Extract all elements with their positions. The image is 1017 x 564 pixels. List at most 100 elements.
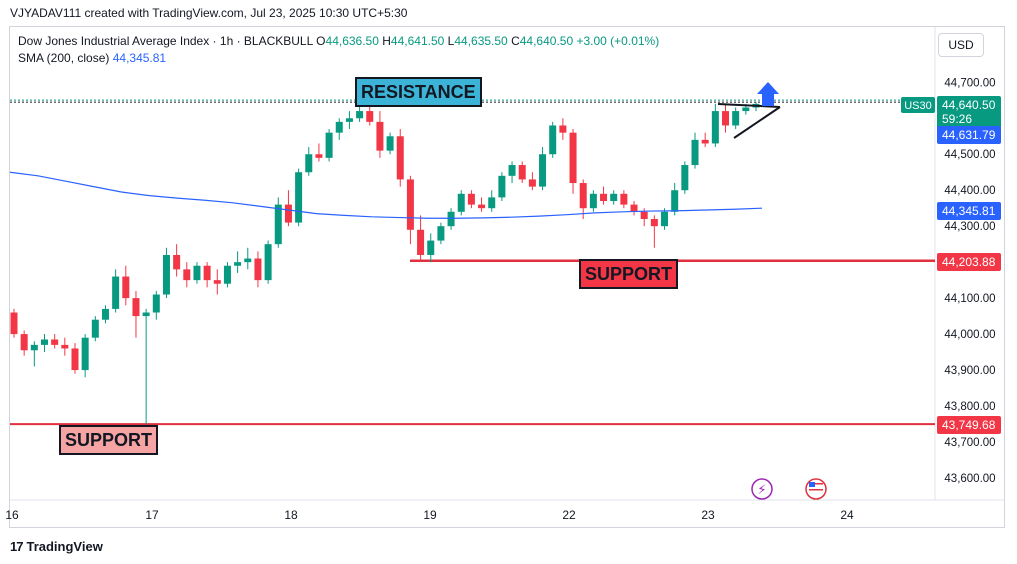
- candle-body: [518, 165, 526, 180]
- tradingview-footer[interactable]: 17 TradingView: [10, 539, 103, 554]
- x-tick-label: 19: [423, 508, 437, 522]
- currency-button[interactable]: USD: [938, 33, 984, 57]
- candle-body: [284, 204, 292, 223]
- open-label: O: [316, 34, 326, 48]
- flag-canton: [809, 482, 815, 487]
- candle-body: [366, 111, 374, 122]
- candle-body: [213, 280, 221, 284]
- flag-stripe: [809, 486, 823, 488]
- symbol-title: Dow Jones Industrial Average Index · 1h …: [18, 34, 313, 48]
- close-label: C: [511, 34, 520, 48]
- change-value: +3.00 (+0.01%): [576, 34, 660, 48]
- candle-body: [101, 308, 109, 320]
- high-value: 44,641.50: [390, 34, 445, 48]
- candle-body: [681, 165, 689, 191]
- candle-body: [61, 344, 69, 349]
- flag-stripe: [809, 492, 823, 494]
- bid-tag-bg: [937, 126, 1001, 144]
- sma-line: [9, 171, 763, 219]
- candle-body: [173, 254, 181, 270]
- candle-body: [691, 139, 699, 166]
- sma-label: SMA (200, close): [18, 51, 110, 65]
- candle-body: [742, 107, 750, 112]
- y-tick-label: 43,700.00: [944, 437, 995, 449]
- candle-body: [671, 190, 679, 212]
- pattern-bottom-line: [733, 106, 781, 139]
- candle-body: [183, 269, 191, 281]
- sma-value: 44,345.81: [112, 51, 167, 65]
- last-price-tag-bg: [937, 96, 1001, 130]
- x-tick-label: 16: [5, 508, 19, 522]
- candle-body: [610, 193, 618, 202]
- candle-body: [335, 121, 343, 133]
- support-low-label: SUPPORT: [59, 425, 159, 455]
- candle-body: [91, 319, 99, 338]
- last-price-tag-value: 44,640.50: [942, 98, 996, 112]
- breakout-arrow-icon: [757, 82, 779, 106]
- y-tick-label: 44,000.00: [944, 329, 995, 341]
- resistance-label: RESISTANCE: [355, 77, 482, 107]
- candle-body: [223, 265, 231, 284]
- sma-tag-value: 44,345.81: [942, 204, 996, 218]
- candle-body: [437, 226, 445, 241]
- candle-body: [701, 139, 709, 144]
- candle-body: [457, 193, 465, 212]
- candle-body: [732, 111, 740, 126]
- sma-legend[interactable]: SMA (200, close) 44,345.81: [18, 51, 166, 65]
- candle-body: [264, 244, 272, 281]
- candle-body: [549, 125, 557, 155]
- candle-body: [356, 111, 364, 119]
- low-label: L: [447, 34, 455, 48]
- x-tick-label: 24: [840, 508, 854, 522]
- candle-body: [203, 265, 211, 281]
- candle-body: [589, 193, 597, 209]
- symbol-legend[interactable]: Dow Jones Industrial Average Index · 1h …: [18, 34, 659, 48]
- candle-body: [193, 265, 201, 281]
- support_low-tag-bg: [937, 416, 1001, 434]
- candle-body: [305, 154, 313, 173]
- candle-body: [10, 312, 18, 335]
- event-lightning-icon: [751, 478, 773, 500]
- candle-body: [40, 339, 48, 345]
- flag-stripe: [809, 489, 823, 491]
- candle-body: [295, 172, 303, 223]
- symbol-tag-bg: [901, 97, 935, 113]
- candle-body: [447, 211, 455, 227]
- candle-body: [234, 262, 242, 266]
- candle-body: [559, 125, 567, 133]
- x-tick-label: 22: [562, 508, 576, 522]
- candle-body: [81, 337, 89, 371]
- candle-body: [315, 154, 323, 158]
- candle-body: [711, 111, 719, 144]
- flag-stripe: [809, 483, 823, 485]
- candle-body: [661, 211, 669, 227]
- candle-body: [650, 218, 658, 227]
- low-value: 44,635.50: [454, 34, 508, 48]
- candle-body: [539, 154, 547, 187]
- candle-body: [51, 339, 59, 345]
- candle-body: [274, 204, 282, 245]
- support-mid-label: SUPPORT: [579, 259, 679, 289]
- candle-body: [722, 111, 730, 126]
- candle-body: [508, 165, 516, 176]
- candle-body: [254, 258, 262, 281]
- candle-body: [142, 312, 150, 317]
- lightning-glyph-icon: ⚡: [757, 483, 766, 498]
- candle-body: [417, 229, 425, 255]
- y-tick-label: 43,600.00: [944, 473, 995, 485]
- candle-body: [640, 211, 648, 219]
- sma-tag-bg: [937, 202, 1001, 220]
- y-tick-label: 44,700.00: [944, 77, 995, 89]
- candle-body: [528, 179, 536, 187]
- candle-body: [600, 193, 608, 202]
- candle-body: [569, 132, 577, 184]
- y-tick-label: 44,100.00: [944, 293, 995, 305]
- high-label: H: [382, 34, 391, 48]
- y-tick-label: 43,900.00: [944, 365, 995, 377]
- chart-frame: [9, 26, 1005, 528]
- tradingview-brand: TradingView: [26, 539, 103, 554]
- y-tick-label: 44,400.00: [944, 185, 995, 197]
- candle-body: [122, 276, 130, 299]
- candle-body: [345, 118, 353, 122]
